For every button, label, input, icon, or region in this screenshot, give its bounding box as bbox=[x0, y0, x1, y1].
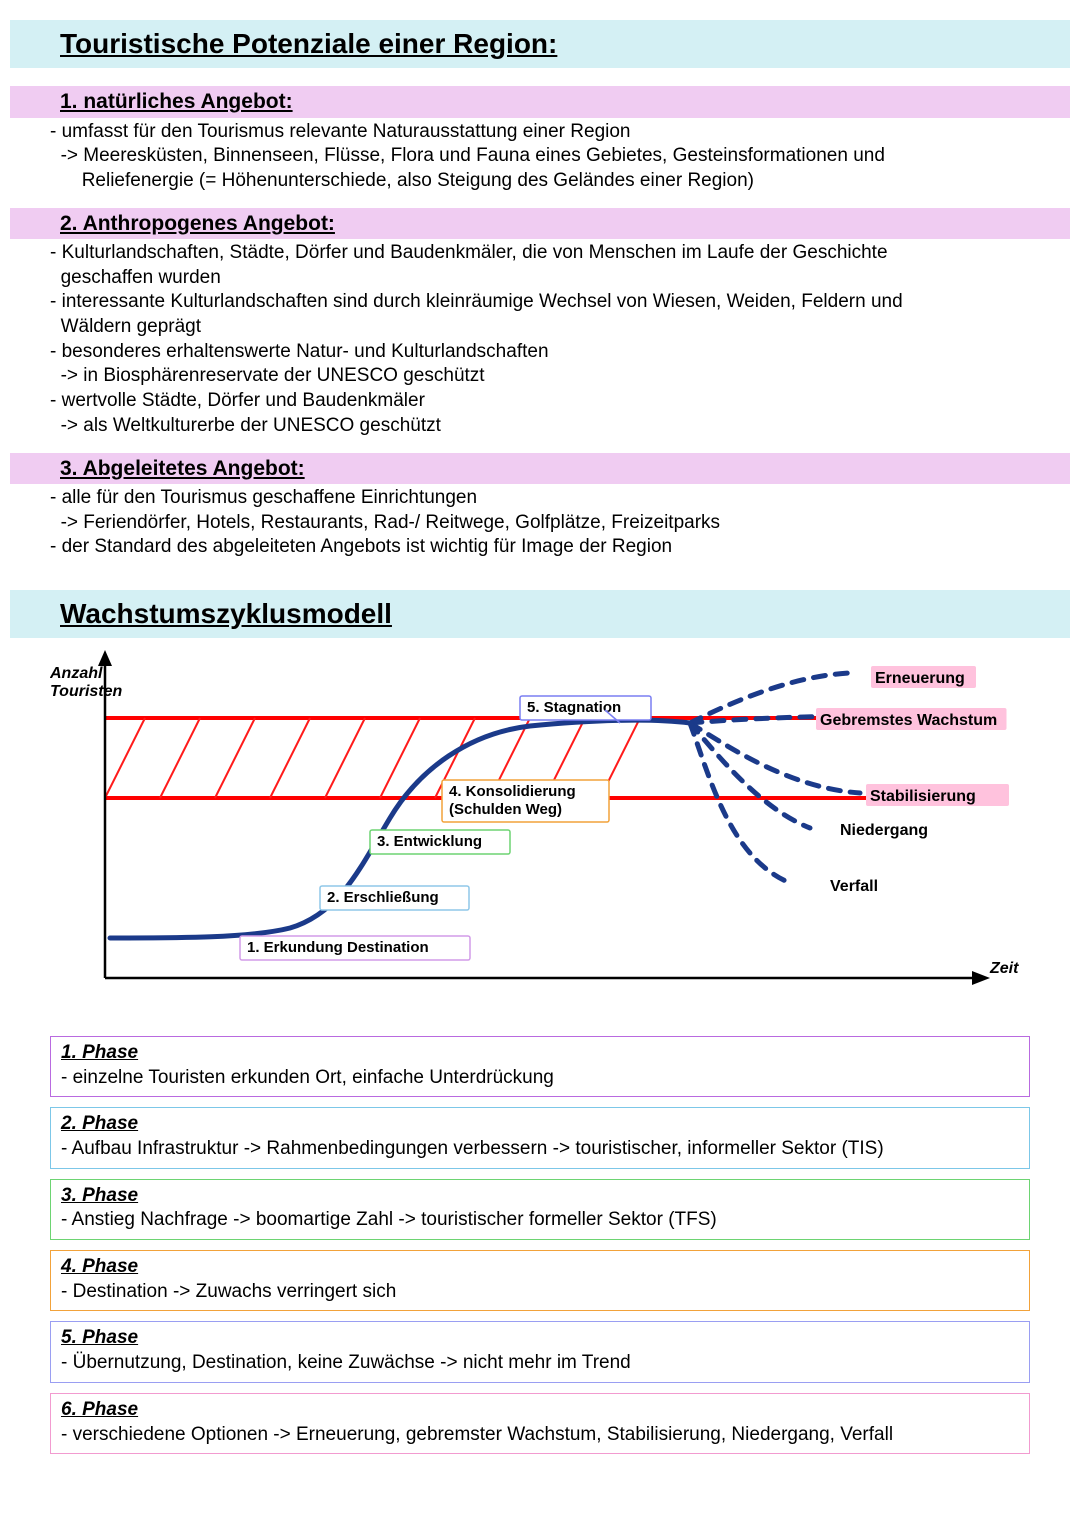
svg-text:5. Stagnation: 5. Stagnation bbox=[527, 699, 621, 716]
phase-box-5: 5. Phase- Übernutzung, Destination, kein… bbox=[50, 1321, 1030, 1382]
phase-box-3: 3. Phase- Anstieg Nachfrage -> boomartig… bbox=[50, 1179, 1030, 1240]
phase-text: - Übernutzung, Destination, keine Zuwäch… bbox=[61, 1351, 1019, 1376]
svg-text:Touristen: Touristen bbox=[50, 683, 123, 700]
svg-text:4. Konsolidierung: 4. Konsolidierung bbox=[449, 783, 576, 800]
svg-text:Stabilisierung: Stabilisierung bbox=[870, 788, 976, 805]
subheading: Wachstumszyklusmodell bbox=[20, 596, 1060, 632]
svg-text:2. Erschließung: 2. Erschließung bbox=[327, 889, 439, 906]
phase-box-6: 6. Phase- verschiedene Optionen -> Erneu… bbox=[50, 1393, 1030, 1454]
svg-text:Erneuerung: Erneuerung bbox=[875, 670, 965, 687]
phase-title: 1. Phase bbox=[61, 1041, 1019, 1066]
section-2-band: 2. Anthropogenes Angebot: bbox=[10, 208, 1070, 239]
svg-text:3. Entwicklung: 3. Entwicklung bbox=[377, 833, 482, 850]
phase-title: 3. Phase bbox=[61, 1184, 1019, 1209]
section-1-band: 1. natürliches Angebot: bbox=[10, 86, 1070, 117]
section-1-body: - umfasst für den Tourismus relevante Na… bbox=[50, 120, 1030, 194]
phases-list: 1. Phase- einzelne Touristen erkunden Or… bbox=[50, 1036, 1030, 1454]
svg-text:Niedergang: Niedergang bbox=[840, 822, 928, 839]
phase-box-4: 4. Phase- Destination -> Zuwachs verring… bbox=[50, 1250, 1030, 1311]
phase-title: 4. Phase bbox=[61, 1255, 1019, 1280]
svg-text:Gebremstes Wachstum: Gebremstes Wachstum bbox=[820, 712, 997, 729]
section-1-heading: 1. natürliches Angebot: bbox=[20, 88, 1060, 115]
section-2-body: - Kulturlandschaften, Städte, Dörfer und… bbox=[50, 241, 1030, 439]
section-3-body: - alle für den Tourismus geschaffene Ein… bbox=[50, 486, 1030, 560]
svg-text:1. Erkundung Destination: 1. Erkundung Destination bbox=[247, 939, 429, 956]
phase-title: 6. Phase bbox=[61, 1398, 1019, 1423]
page-title: Touristische Potenziale einer Region: bbox=[20, 26, 1060, 62]
phase-title: 5. Phase bbox=[61, 1326, 1019, 1351]
svg-text:Anzahl: Anzahl bbox=[50, 665, 103, 682]
phase-box-2: 2. Phase- Aufbau Infrastruktur -> Rahmen… bbox=[50, 1107, 1030, 1168]
phase-box-1: 1. Phase- einzelne Touristen erkunden Or… bbox=[50, 1036, 1030, 1097]
subheading-band: Wachstumszyklusmodell bbox=[10, 590, 1070, 638]
section-3-heading: 3. Abgeleitetes Angebot: bbox=[20, 455, 1060, 482]
section-3-band: 3. Abgeleitetes Angebot: bbox=[10, 453, 1070, 484]
phase-title: 2. Phase bbox=[61, 1112, 1019, 1137]
phase-text: - Anstieg Nachfrage -> boomartige Zahl -… bbox=[61, 1208, 1019, 1233]
svg-text:(Schulden Weg): (Schulden Weg) bbox=[449, 801, 562, 818]
growth-cycle-chart: AnzahlTouristen Zeit 5. Stagnation 4. Konso… bbox=[50, 648, 1030, 1016]
phase-text: - Destination -> Zuwachs verringert sich bbox=[61, 1280, 1019, 1305]
phase-text: - verschiedene Optionen -> Erneuerung, g… bbox=[61, 1423, 1019, 1448]
svg-text:Verfall: Verfall bbox=[830, 878, 878, 895]
phase-text: - einzelne Touristen erkunden Ort, einfa… bbox=[61, 1066, 1019, 1091]
svg-text:Zeit: Zeit bbox=[989, 960, 1019, 977]
phase-text: - Aufbau Infrastruktur -> Rahmenbedingun… bbox=[61, 1137, 1019, 1162]
section-2-heading: 2. Anthropogenes Angebot: bbox=[20, 210, 1060, 237]
page-title-band: Touristische Potenziale einer Region: bbox=[10, 20, 1070, 68]
